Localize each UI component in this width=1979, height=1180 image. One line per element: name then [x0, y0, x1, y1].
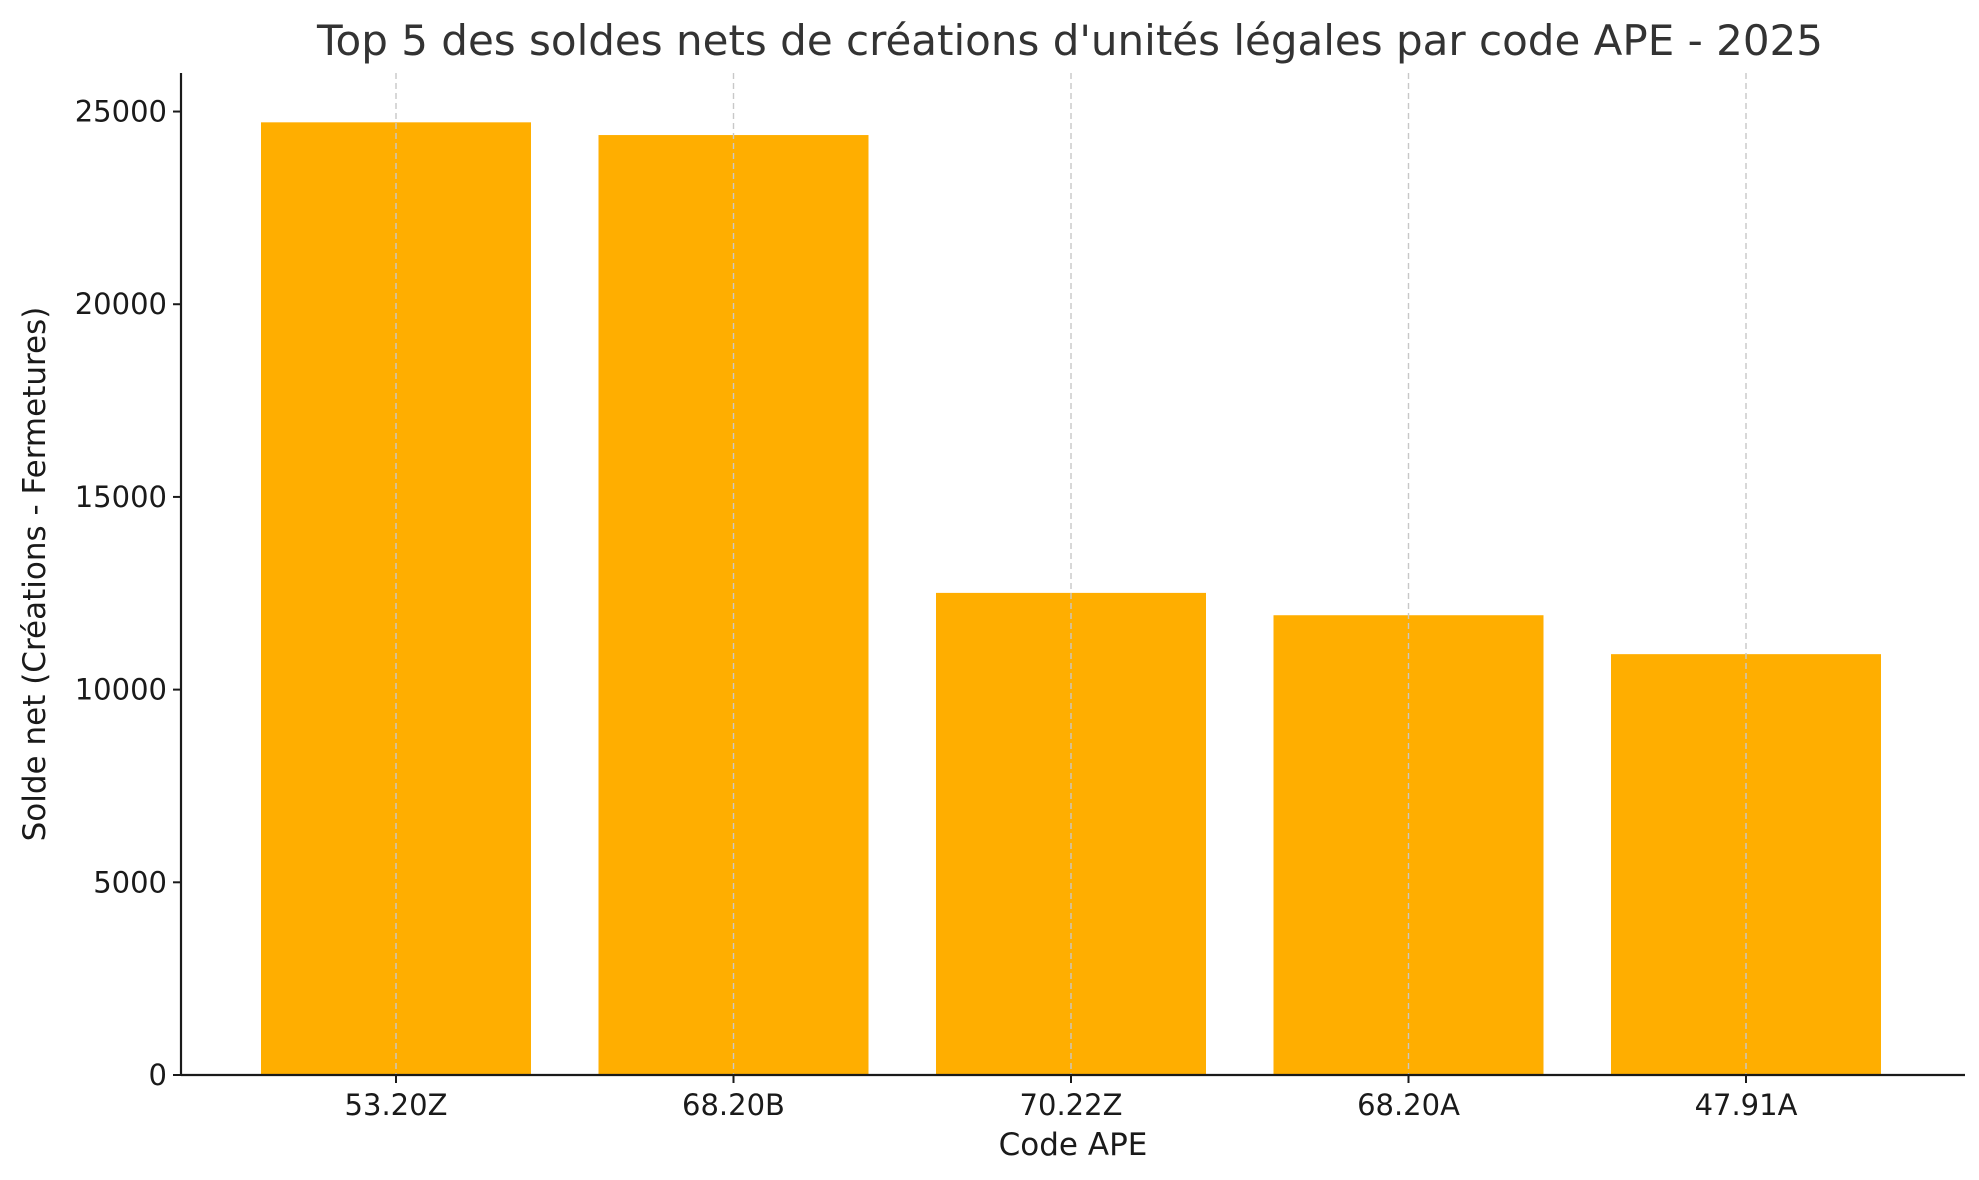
x-tick-label-47.91A: 47.91A [1695, 1088, 1798, 1122]
y-tick-label-20000: 20000 [75, 287, 167, 321]
x-tick-label-68.20A: 68.20A [1357, 1088, 1460, 1122]
y-tick-label-5000: 5000 [93, 865, 167, 899]
axes [179, 73, 1965, 1077]
grid-lines-overlay [395, 73, 1747, 1075]
chart-title: Top 5 des soldes nets de créations d'uni… [316, 16, 1823, 65]
y-tick-label-0: 0 [149, 1058, 167, 1092]
x-axis-ticks: 53.20Z 68.20B 70.22Z 68.20A 47.91A [345, 1075, 1798, 1122]
y-tick-label-25000: 25000 [75, 95, 167, 129]
x-tick-label-53.20Z: 53.20Z [345, 1088, 448, 1122]
y-tick-label-15000: 15000 [75, 480, 167, 514]
x-tick-label-70.22Z: 70.22Z [1020, 1088, 1123, 1122]
x-axis-label: Code APE [999, 1127, 1148, 1163]
y-axis-ticks: 0 5000 10000 15000 20000 25000 [75, 95, 181, 1092]
y-tick-label-10000: 10000 [75, 673, 167, 707]
x-tick-label-68.20B: 68.20B [682, 1088, 785, 1122]
y-axis-label: Solde net (Créations - Fermetures) [17, 307, 53, 842]
